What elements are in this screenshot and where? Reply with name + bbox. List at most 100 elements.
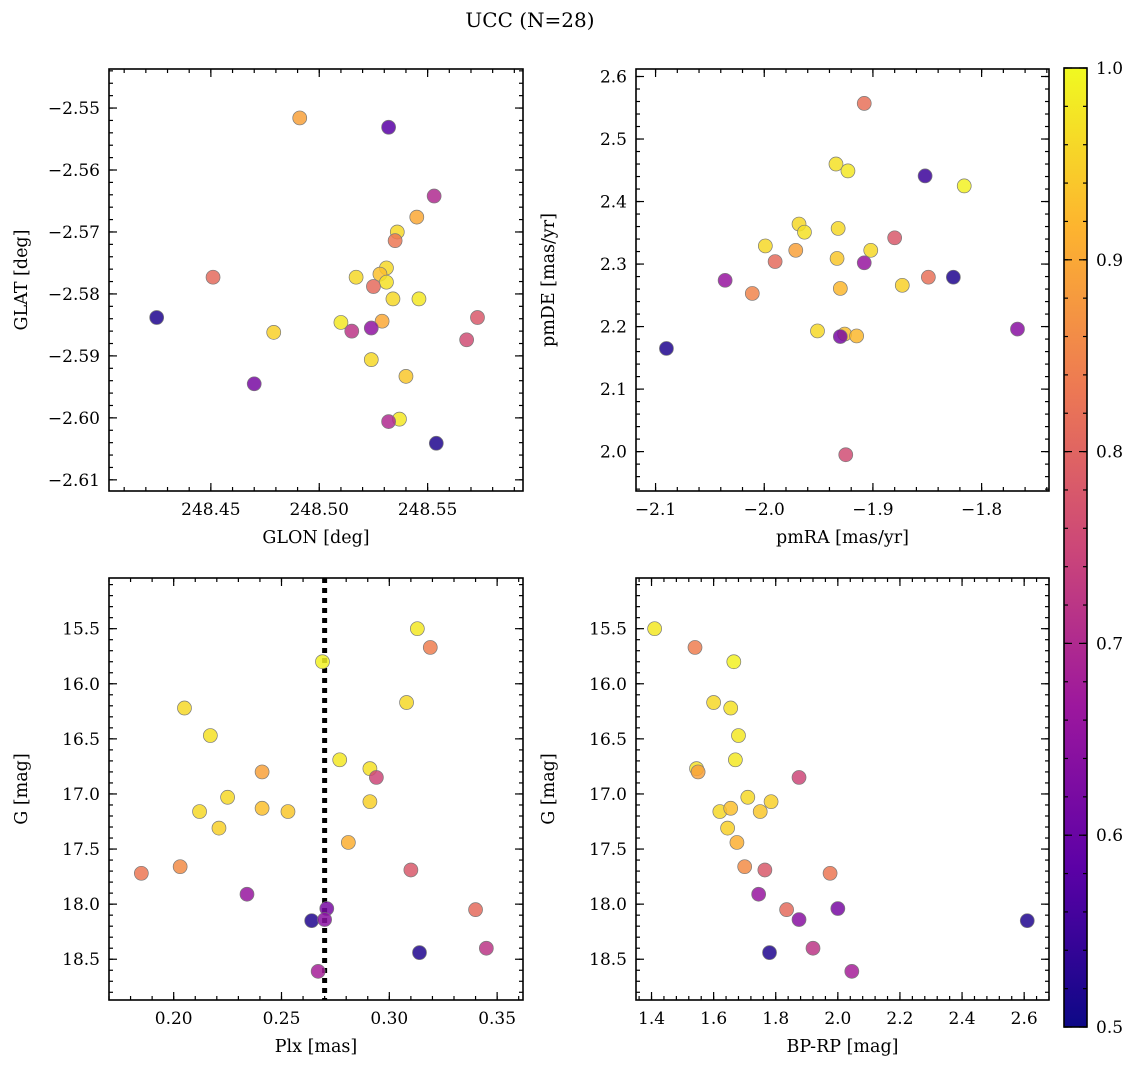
minor-ticks xyxy=(108,578,523,1000)
data-point xyxy=(729,835,745,850)
x-tick-label: 0.35 xyxy=(478,1009,516,1029)
x-axis-label: BP-RP [mag] xyxy=(787,1037,899,1057)
x-tick-label: 2.2 xyxy=(886,1009,913,1029)
y-tick-label: −2.60 xyxy=(48,409,100,429)
x-tick-label: 248.50 xyxy=(290,500,349,520)
x-tick-label: 0.30 xyxy=(370,1009,408,1029)
y-tick-label: 17.5 xyxy=(62,840,100,860)
data-point xyxy=(767,254,783,269)
data-point xyxy=(751,886,767,902)
x-tick-label: 2.6 xyxy=(1011,1009,1038,1029)
data-point xyxy=(838,447,854,463)
y-tick-label: 17.0 xyxy=(62,785,100,805)
data-point xyxy=(706,695,721,710)
x-tick-label: 0.25 xyxy=(263,1009,301,1029)
data-point xyxy=(239,886,255,902)
y-tick-label: −2.56 xyxy=(48,161,100,181)
data-point xyxy=(211,820,227,836)
data-point xyxy=(731,728,746,743)
y-tick-label: 2.5 xyxy=(600,130,627,150)
data-point xyxy=(428,435,444,451)
x-tick-label: 248.45 xyxy=(181,500,240,520)
y-tick-label: −2.61 xyxy=(48,471,100,491)
data-point xyxy=(459,332,474,348)
data-point xyxy=(762,945,777,960)
data-point xyxy=(381,119,396,135)
x-tick-label: −1.9 xyxy=(852,500,893,520)
data-point xyxy=(254,764,270,780)
data-point xyxy=(797,224,812,240)
data-point xyxy=(863,242,879,258)
axes-frame xyxy=(108,68,524,492)
scatter-points xyxy=(133,621,494,979)
data-point xyxy=(720,820,735,836)
data-point xyxy=(752,804,768,819)
data-point xyxy=(1010,321,1025,337)
data-point xyxy=(791,770,807,785)
x-tick-label: −2.1 xyxy=(635,500,676,520)
x-tick-label: 0.20 xyxy=(155,1009,193,1029)
y-axis-label: G [mag] xyxy=(12,753,32,824)
data-point xyxy=(659,341,674,356)
x-axis-label: pmRA [mas/yr] xyxy=(776,528,909,548)
data-point xyxy=(387,233,403,249)
axes-frame xyxy=(635,577,1050,1001)
data-point xyxy=(411,291,427,307)
y-tick-label: 18.0 xyxy=(62,895,100,915)
data-point xyxy=(348,269,364,285)
data-point xyxy=(805,940,821,956)
data-point xyxy=(202,728,218,743)
x-tick-label: 1.8 xyxy=(762,1009,789,1029)
data-point xyxy=(763,794,779,810)
data-point xyxy=(266,325,282,340)
data-point xyxy=(921,269,936,285)
y-tick-label: −2.58 xyxy=(48,285,100,305)
data-point xyxy=(690,764,706,780)
data-point xyxy=(399,695,414,710)
data-point xyxy=(1019,913,1035,929)
y-tick-label: 2.3 xyxy=(600,255,627,275)
data-point xyxy=(412,945,427,960)
data-point xyxy=(740,789,756,805)
x-tick-label: 248.55 xyxy=(398,500,457,520)
data-point xyxy=(366,279,381,294)
y-tick-label: −2.57 xyxy=(48,223,100,243)
data-point xyxy=(220,789,235,805)
y-tick-label: 17.5 xyxy=(589,840,627,860)
data-point xyxy=(779,902,794,918)
data-point xyxy=(177,700,192,716)
x-axis-label: GLON [deg] xyxy=(262,528,369,548)
data-point xyxy=(717,272,733,288)
data-point xyxy=(828,156,844,172)
data-point xyxy=(723,800,739,816)
data-point xyxy=(317,912,332,927)
data-point xyxy=(205,269,221,285)
y-tick-label: 2.6 xyxy=(600,68,627,88)
data-point xyxy=(254,800,270,816)
colorbar-frame xyxy=(1063,67,1088,1028)
data-point xyxy=(830,901,846,916)
data-point xyxy=(315,654,330,670)
x-tick-label: 2.4 xyxy=(949,1009,976,1029)
data-point xyxy=(791,912,807,927)
data-point xyxy=(723,700,739,716)
y-tick-label: 16.5 xyxy=(62,730,100,750)
data-point xyxy=(757,238,773,254)
data-point xyxy=(422,640,438,655)
data-point xyxy=(737,859,753,875)
colorbar-tick-label: 1.0 xyxy=(1096,59,1123,79)
data-point xyxy=(409,209,425,225)
y-tick-label: 18.0 xyxy=(589,895,627,915)
data-point xyxy=(829,251,845,266)
data-point xyxy=(344,323,360,339)
y-tick-label: 18.5 xyxy=(62,950,100,970)
data-point xyxy=(246,376,262,392)
y-tick-label: −2.59 xyxy=(48,347,100,367)
data-point xyxy=(849,328,864,344)
y-axis-label: G [mag] xyxy=(539,753,559,824)
data-point xyxy=(726,654,742,670)
scatter-points xyxy=(647,621,1035,979)
x-tick-label: 1.6 xyxy=(700,1009,727,1029)
data-point xyxy=(856,96,872,111)
